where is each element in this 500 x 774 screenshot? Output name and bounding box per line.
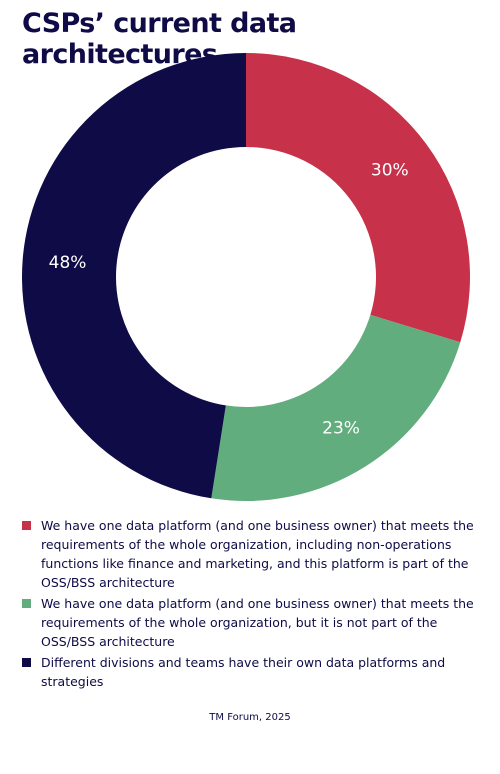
slice-own-platforms bbox=[22, 53, 246, 499]
chart-title: CSPs’ current data architectures bbox=[22, 8, 297, 70]
legend-label: Different divisions and teams have their… bbox=[41, 655, 446, 689]
legend-label: We have one data platform (and one busin… bbox=[41, 596, 474, 649]
legend-swatch bbox=[22, 658, 31, 667]
slice-single-platform-not-oss-bss bbox=[211, 314, 461, 501]
legend-item-single-platform-not-oss-bss: We have one data platform (and one busin… bbox=[22, 594, 492, 651]
slice-single-platform-not-oss-bss-label: 23% bbox=[322, 419, 360, 439]
slice-single-platform-oss-bss-label: 30% bbox=[371, 160, 409, 180]
legend-item-single-platform-oss-bss: We have one data platform (and one busin… bbox=[22, 516, 492, 592]
slice-single-platform-oss-bss bbox=[246, 53, 470, 343]
legend-item-own-platforms: Different divisions and teams have their… bbox=[22, 653, 492, 691]
source-note: TM Forum, 2025 bbox=[209, 712, 291, 723]
donut-chart: 30% 23% 48% bbox=[22, 53, 470, 501]
legend: We have one data platform (and one busin… bbox=[22, 516, 492, 693]
legend-swatch bbox=[22, 599, 31, 608]
slice-own-platforms-label: 48% bbox=[49, 253, 87, 273]
legend-swatch bbox=[22, 521, 31, 530]
legend-label: We have one data platform (and one busin… bbox=[41, 518, 474, 590]
